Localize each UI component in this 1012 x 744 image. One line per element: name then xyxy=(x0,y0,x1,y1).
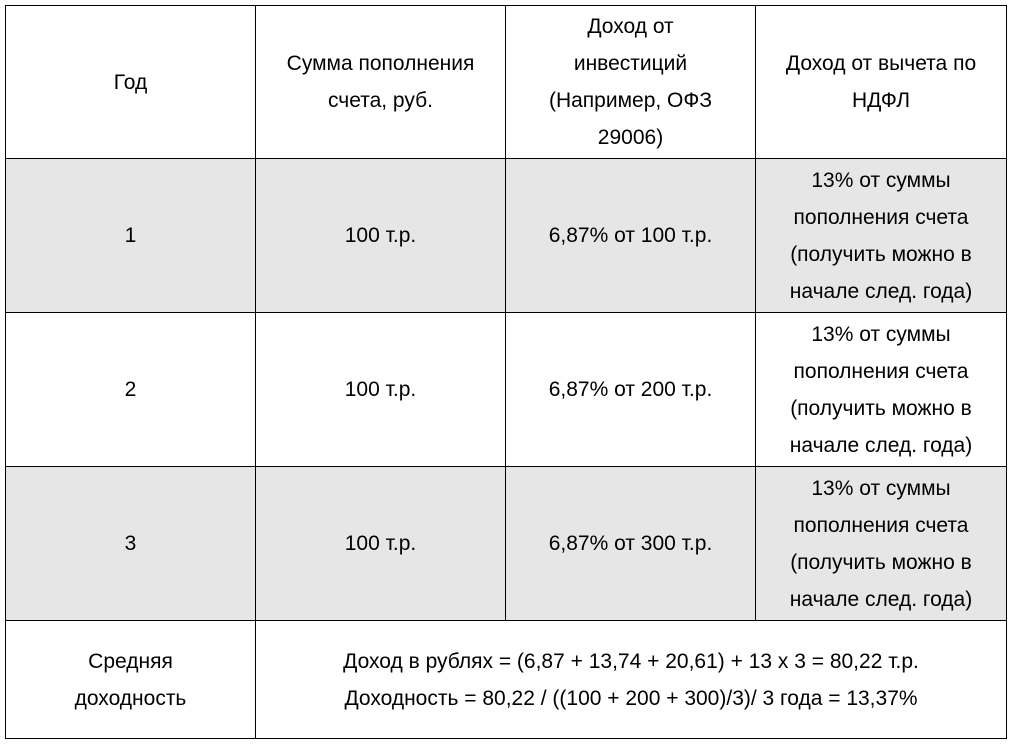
cell-line: доходность xyxy=(74,686,187,710)
cell-line: инвестиций xyxy=(573,52,688,75)
cell-line: счета, руб. xyxy=(328,89,433,112)
data-cell: 100 т.р. xyxy=(255,312,506,467)
cell-line: НДФЛ xyxy=(852,89,910,112)
cell-line: Доход от вычета по xyxy=(785,52,977,75)
footer-label: Средняя доходность xyxy=(5,620,256,739)
cell-line: начале след. года) xyxy=(789,587,973,611)
data-cell: 13% от суммы пополнения счета (получить мо… xyxy=(755,158,1007,313)
cell-line: 100 т.р. xyxy=(344,532,417,555)
cell-line: Доход от xyxy=(587,15,674,38)
cell-line: Доход в рублях = (6,87 + 13,74 + 20,61) … xyxy=(343,649,919,673)
cell-line: Сумма пополнения xyxy=(286,52,475,75)
cell-line: 6,87% от 200 т.р. xyxy=(548,378,713,401)
data-cell: 13% от суммы пополнения счета (получить мо… xyxy=(755,312,1007,467)
footer-row: Средняя доходность Доход в рублях = (6,87 … xyxy=(5,620,1007,739)
cell-line: (получить можно в xyxy=(790,550,972,574)
cell-line: 1 xyxy=(124,224,137,247)
cell-line: 13% от суммы xyxy=(811,322,951,346)
cell-line: 100 т.р. xyxy=(344,378,417,401)
cell-line: 13% от суммы xyxy=(811,168,951,192)
data-row: 1 100 т.р. 6,87% от 100 т.р. 13% от суммы по… xyxy=(5,158,1007,313)
cell-line: (Например, ОФЗ xyxy=(548,89,713,112)
footer-text: Доход в рублях = (6,87 + 13,74 + 20,61) … xyxy=(255,620,1007,739)
cell-line: (получить можно в xyxy=(790,396,972,420)
cell-line: начале след. года) xyxy=(789,279,973,303)
data-row: 3 100 т.р. 6,87% от 300 т.р. 13% от суммы по… xyxy=(5,466,1007,621)
data-cell: 6,87% от 300 т.р. xyxy=(505,466,756,621)
data-cell: 3 xyxy=(5,466,256,621)
cell-line: 29006) xyxy=(597,126,664,149)
data-cell: 6,87% от 200 т.р. xyxy=(505,312,756,467)
cell-line: 13% от суммы xyxy=(811,476,951,500)
data-cell: 100 т.р. xyxy=(255,158,506,313)
table: Год Сумма пополнения счета, руб. Доход от ин… xyxy=(5,5,1007,739)
cell-line: 100 т.р. xyxy=(344,224,417,247)
table-body: Год Сумма пополнения счета, руб. Доход от ин… xyxy=(5,5,1007,739)
cell-line: начале след. года) xyxy=(789,433,973,457)
cell-line: 6,87% от 300 т.р. xyxy=(548,532,713,555)
cell-line: пополнения счета xyxy=(793,359,969,383)
data-cell: 1 xyxy=(5,158,256,313)
cell-line: пополнения счета xyxy=(793,513,969,537)
cell-line: 2 xyxy=(124,378,137,401)
header-cell: Сумма пополнения счета, руб. xyxy=(255,5,506,159)
header-cell: Год xyxy=(5,5,256,159)
cell-line: пополнения счета xyxy=(793,205,969,229)
data-cell: 2 xyxy=(5,312,256,467)
cell-line: 3 xyxy=(124,532,137,555)
data-cell: 13% от суммы пополнения счета (получить мо… xyxy=(755,466,1007,621)
data-row: 2 100 т.р. 6,87% от 200 т.р. 13% от суммы по… xyxy=(5,312,1007,467)
cell-line: Год xyxy=(113,70,148,94)
data-cell: 100 т.р. xyxy=(255,466,506,621)
data-cell: 6,87% от 100 т.р. xyxy=(505,158,756,313)
cell-line: Доходность = 80,22 / ((100 + 200 + 300)/… xyxy=(344,686,918,710)
header-cell: Доход от вычета по НДФЛ xyxy=(755,5,1007,159)
cell-line: Средняя xyxy=(88,649,173,673)
header-cell: Доход от инвестиций (Например, ОФЗ 29006) xyxy=(505,5,756,159)
header-row: Год Сумма пополнения счета, руб. Доход от ин… xyxy=(5,5,1007,159)
cell-line: (получить можно в xyxy=(790,242,972,266)
cell-line: 6,87% от 100 т.р. xyxy=(548,224,713,247)
